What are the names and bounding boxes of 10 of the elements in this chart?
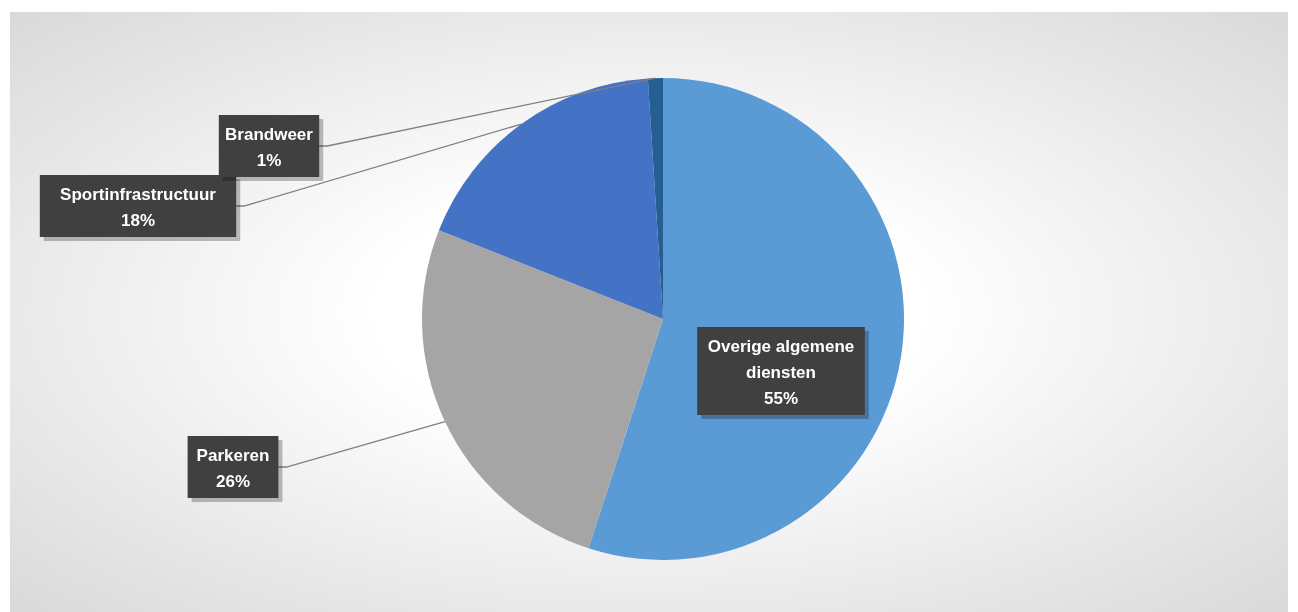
slice-label: Parkeren [196, 446, 270, 465]
slice-label: Brandweer [225, 125, 314, 144]
slice-label: Overige algemene diensten [707, 337, 855, 382]
data-label: 1% [256, 151, 282, 170]
pie-slice [438, 78, 663, 319]
data-label: 55% [763, 389, 799, 408]
slice-label: Sportinfrastructuur [60, 185, 217, 204]
data-label: 26% [215, 472, 251, 491]
data-label: 18% [120, 211, 156, 230]
pie-slice [422, 230, 663, 549]
